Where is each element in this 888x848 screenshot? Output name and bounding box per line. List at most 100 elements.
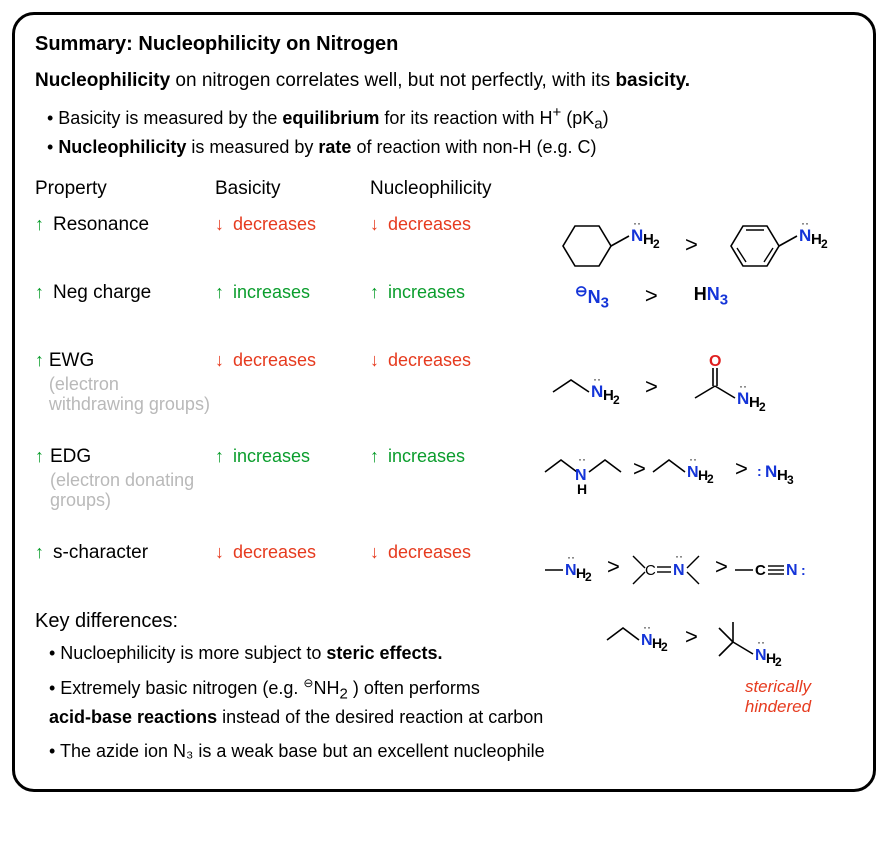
r3-bas-text: decreases [233, 350, 316, 371]
bullet-2: • Nucleophilicity is measured by rate of… [47, 137, 853, 158]
key-1: • Nucloephilicity is more subject to ste… [49, 641, 599, 665]
r1-bas: ↓decreases [215, 214, 370, 278]
r3-sublabel: (electron withdrawing groups) [49, 374, 215, 415]
up-arrow-icon: ↑ [370, 446, 384, 467]
key-list: • Nucloephilicity is more subject to ste… [49, 641, 599, 764]
svg-text:2: 2 [661, 640, 668, 654]
gt-4a: > [633, 456, 646, 481]
k2-bold: acid-base reactions [49, 707, 217, 727]
up-arrow-icon: ↑ [35, 214, 49, 235]
up-arrow-icon: ↑ [35, 350, 45, 371]
up-arrow-icon: ↑ [35, 282, 49, 303]
property-table: Property Basicity Nucleophilicity ↑Reson… [35, 178, 853, 606]
b1-post: for its reaction with H [379, 108, 552, 128]
r3-bas: ↓decreases [215, 350, 370, 442]
hn3-n: N [707, 284, 720, 304]
intro-bullets: • Basicity is measured by the equilibriu… [47, 104, 853, 158]
minus-icon: ⊖ [575, 283, 588, 300]
svg-text:2: 2 [613, 393, 620, 407]
svg-text:··: ·· [675, 549, 683, 563]
svg-text:··: ·· [801, 216, 809, 230]
azide-anion: ⊖N3 [575, 282, 609, 312]
svg-text:N: N [641, 632, 653, 649]
cyclohexylamine-vs-aniline: N H 2 ·· > N H 2 ·· [545, 214, 845, 278]
svg-text:N: N [687, 464, 699, 481]
hdr-property: Property [35, 178, 215, 200]
k2-nh: NH [313, 678, 339, 698]
r2-chem: ⊖N3 > HN3 [545, 282, 875, 346]
r4-chem: N ·· H > N H 2 ·· > : N H [545, 446, 875, 538]
key-2: • Extremely basic nitrogen (e.g. ⊖NH2 ) … [49, 675, 599, 729]
svg-text:C: C [645, 562, 656, 579]
svg-text:N: N [755, 647, 767, 664]
gt-2: > [645, 283, 658, 309]
k2-sub: 2 [339, 685, 347, 702]
svg-text:··: ·· [643, 620, 651, 634]
svg-text:2: 2 [759, 400, 766, 414]
svg-text:··: ·· [757, 635, 765, 649]
svg-text:O: O [709, 353, 721, 370]
gt-5a: > [607, 554, 620, 579]
b1-pre: • Basicity is measured by the [47, 108, 282, 128]
b1-sup: + [552, 104, 561, 121]
svg-text:··: ·· [689, 452, 697, 466]
r3-chem: N H 2 ·· > O N H 2 ·· [545, 350, 875, 442]
svg-text:2: 2 [585, 570, 592, 584]
gt-1: > [685, 232, 698, 257]
b1-close: ) [603, 108, 609, 128]
up-arrow-icon: ↑ [215, 282, 229, 303]
r1-label: ↑Resonance [35, 214, 215, 278]
svg-text:··: ·· [593, 372, 601, 386]
r1-label-text: Resonance [53, 214, 149, 236]
steric-line1: sterically [745, 677, 811, 696]
k1-bold: steric effects. [326, 643, 442, 663]
r5-chem: N H 2 ·· > C N ·· > [545, 542, 875, 606]
svg-text:2: 2 [653, 237, 660, 251]
b1-pka: (pK [561, 108, 594, 128]
hn3-h: H [694, 284, 707, 304]
minus-icon: ⊖ [303, 676, 313, 690]
k2-pre: • Extremely basic nitrogen (e.g. [49, 678, 303, 698]
hn3: HN3 [694, 284, 728, 309]
svg-text:N: N [786, 562, 798, 579]
up-arrow-icon: ↑ [370, 282, 384, 303]
k1-pre: • Nucloephilicity is more subject to [49, 643, 326, 663]
svg-text:3: 3 [787, 473, 794, 487]
r2-label-text: Neg charge [53, 282, 151, 304]
r3-nuc-text: decreases [388, 350, 471, 371]
r5-bas: ↓decreases [215, 542, 370, 606]
svg-text:··: ·· [567, 550, 575, 564]
steric-example: N H 2 ·· > N H 2 ·· stericall [603, 606, 853, 774]
r5-nuc: ↓decreases [370, 542, 545, 606]
b1-bold: equilibrium [282, 108, 379, 128]
hdr-basicity: Basicity [215, 178, 370, 200]
r2-bas: ↑increases [215, 282, 370, 346]
svg-text:··: ·· [633, 216, 641, 230]
lead-bold-2: basicity. [615, 70, 690, 91]
key-3: • The azide ion N₃ is a weak base but an… [49, 739, 599, 763]
lead-bold-1: Nucleophilicity [35, 70, 170, 91]
svg-text::: : [757, 463, 762, 479]
r3-label-text: EWG [49, 350, 94, 371]
r1-nuc-text: decreases [388, 214, 471, 235]
down-arrow-icon: ↓ [215, 350, 229, 371]
r2-nuc-text: increases [388, 282, 465, 303]
r3-nuc: ↓decreases [370, 350, 545, 442]
steric-compare: N H 2 ·· > N H 2 ·· [603, 606, 843, 676]
svg-text:N: N [673, 562, 685, 579]
r2-nuc: ↑increases [370, 282, 545, 346]
svg-text:N: N [765, 462, 777, 481]
key-header: Key differences: [35, 610, 599, 633]
n3-sub: 3 [601, 294, 609, 311]
svg-text:C: C [755, 562, 766, 579]
key-diff-section: Key differences: • Nucloephilicity is mo… [35, 606, 853, 774]
summary-card: Summary: Nucleophilicity on Nitrogen Nuc… [12, 12, 876, 792]
card-title: Summary: Nucleophilicity on Nitrogen [35, 33, 853, 56]
svg-text::: : [801, 562, 806, 578]
b2-dot: • [47, 137, 58, 157]
r1-bas-text: decreases [233, 214, 316, 235]
svg-text:2: 2 [775, 655, 782, 669]
b2-mid: is measured by [186, 137, 318, 157]
ethylamine-vs-amide: N H 2 ·· > O N H 2 ·· [545, 350, 855, 420]
r4-bas: ↑increases [215, 446, 370, 538]
